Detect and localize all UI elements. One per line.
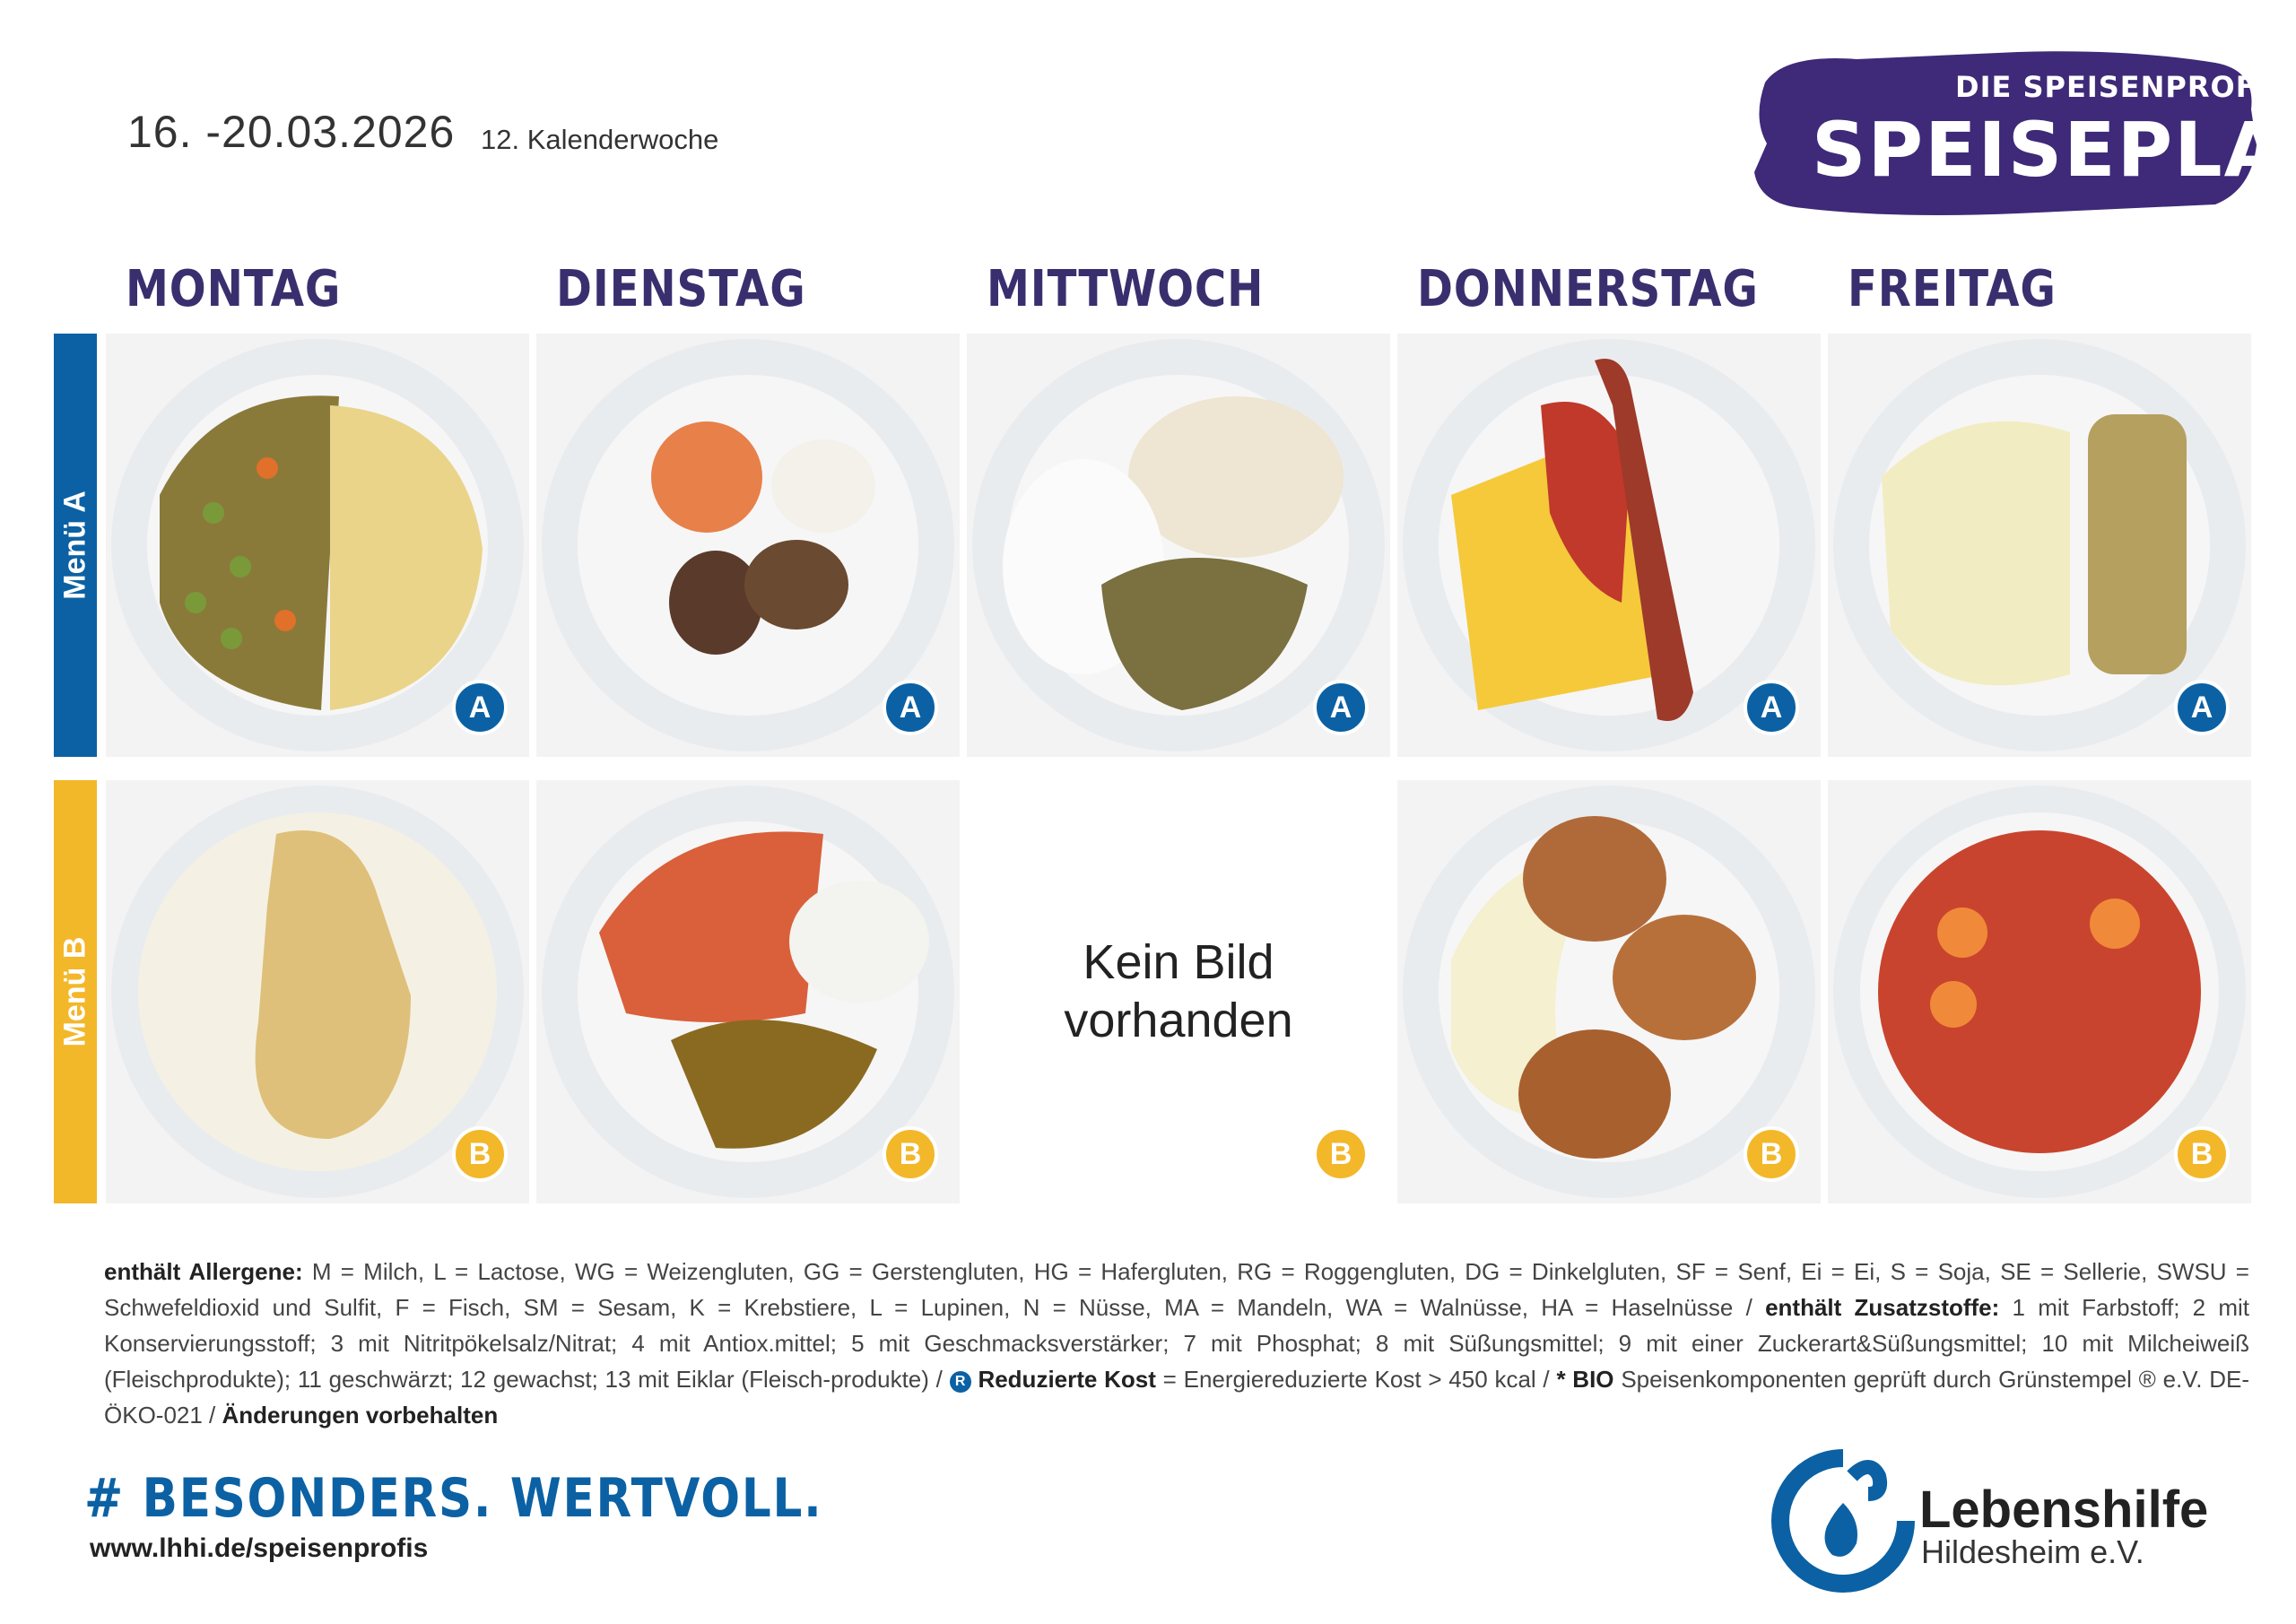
allergens-label: enthält Allergene: bbox=[104, 1258, 303, 1285]
no-image-placeholder: Kein Bild vorhanden bbox=[967, 780, 1390, 1203]
dish-wednesday-a[interactable]: A bbox=[967, 334, 1390, 757]
dish-photo bbox=[1403, 786, 1815, 1198]
allergens-text: M = Milch, L = Lactose, WG = Weizenglute… bbox=[104, 1258, 2249, 1321]
dish-photo bbox=[1833, 786, 2246, 1198]
dish-monday-a[interactable]: A bbox=[106, 334, 529, 757]
bio-text: Speisenkomponenten geprüft durch Grünste… bbox=[104, 1366, 2249, 1429]
day-heading-monday: MONTAG bbox=[126, 260, 342, 318]
dish-tuesday-a[interactable]: A bbox=[536, 334, 960, 757]
menu-b-label: Menü B bbox=[57, 936, 92, 1047]
menu-a-badge: A bbox=[883, 680, 938, 735]
day-heading-friday: FREITAG bbox=[1848, 260, 2057, 318]
website-link[interactable]: www.lhhi.de/speisenprofis bbox=[90, 1533, 429, 1563]
dish-tuesday-b[interactable]: B bbox=[536, 780, 960, 1203]
speiseplan-logo-brush bbox=[1754, 51, 2257, 216]
dish-photo bbox=[1403, 339, 1815, 751]
changes-label: Änderungen vorbehalten bbox=[222, 1402, 499, 1429]
dish-monday-b[interactable]: B bbox=[106, 780, 529, 1203]
dish-photo bbox=[542, 786, 954, 1198]
date-range: 16. -20.03.2026 bbox=[127, 107, 456, 157]
menu-b-badge: B bbox=[1313, 1126, 1369, 1182]
menu-a-label: Menü A bbox=[57, 491, 92, 600]
reduced-text: = Energiereduzierte Kost > 450 kcal / bbox=[1162, 1366, 1550, 1393]
menu-b-badge: B bbox=[883, 1126, 938, 1182]
additives-text: 1 mit Farbstoff; 2 mit Konservierungssto… bbox=[104, 1294, 2250, 1393]
dish-thursday-b[interactable]: B bbox=[1397, 780, 1821, 1203]
menu-a-badge: A bbox=[1744, 680, 1799, 735]
no-image-text: Kein Bild vorhanden bbox=[1064, 935, 1293, 1047]
hashtag-slogan: # BESONDERS. WERTVOLL. bbox=[84, 1467, 823, 1530]
org-name: Lebenshilfe bbox=[1919, 1481, 2209, 1539]
logo-title: SPEISEPLAN bbox=[1812, 106, 2296, 194]
allergen-legend: enthält Allergene: M = Milch, L = Lactos… bbox=[104, 1254, 2249, 1433]
menu-b-label-bar: Menü B bbox=[54, 780, 97, 1203]
dish-photo bbox=[1833, 339, 2246, 751]
day-heading-wednesday: MITTWOCH bbox=[987, 260, 1265, 318]
menu-a-badge: A bbox=[2174, 680, 2230, 735]
lebenshilfe-logo-icon bbox=[1771, 1449, 1915, 1593]
menu-a-label-bar: Menü A bbox=[54, 334, 97, 757]
dish-friday-a[interactable]: A bbox=[1828, 334, 2251, 757]
dish-photo bbox=[111, 786, 524, 1198]
dish-photo bbox=[111, 339, 524, 751]
day-heading-tuesday: DIENSTAG bbox=[556, 260, 806, 318]
dish-friday-b[interactable]: B bbox=[1828, 780, 2251, 1203]
reduced-label: Reduzierte Kost bbox=[978, 1366, 1156, 1393]
dish-photo bbox=[542, 339, 954, 751]
logo-subtitle: DIE SPEISENPROFIS bbox=[1955, 70, 2290, 104]
day-heading-thursday: DONNERSTAG bbox=[1417, 260, 1759, 318]
week-label: 12. Kalenderwoche bbox=[481, 124, 719, 155]
dish-thursday-a[interactable]: A bbox=[1397, 334, 1821, 757]
dish-wednesday-b: Kein Bild vorhanden B bbox=[967, 780, 1390, 1203]
menu-b-badge: B bbox=[2174, 1126, 2230, 1182]
bio-label: * BIO bbox=[1556, 1366, 1614, 1393]
dish-photo bbox=[972, 339, 1385, 751]
menu-b-badge: B bbox=[452, 1126, 508, 1182]
menu-b-badge: B bbox=[1744, 1126, 1799, 1182]
menu-a-badge: A bbox=[1313, 680, 1369, 735]
org-city: Hildesheim e.V. bbox=[1921, 1533, 2144, 1570]
additives-label: enthält Zusatzstoffe: bbox=[1765, 1294, 2000, 1321]
reduced-diet-icon: R bbox=[949, 1371, 971, 1393]
menu-a-badge: A bbox=[452, 680, 508, 735]
